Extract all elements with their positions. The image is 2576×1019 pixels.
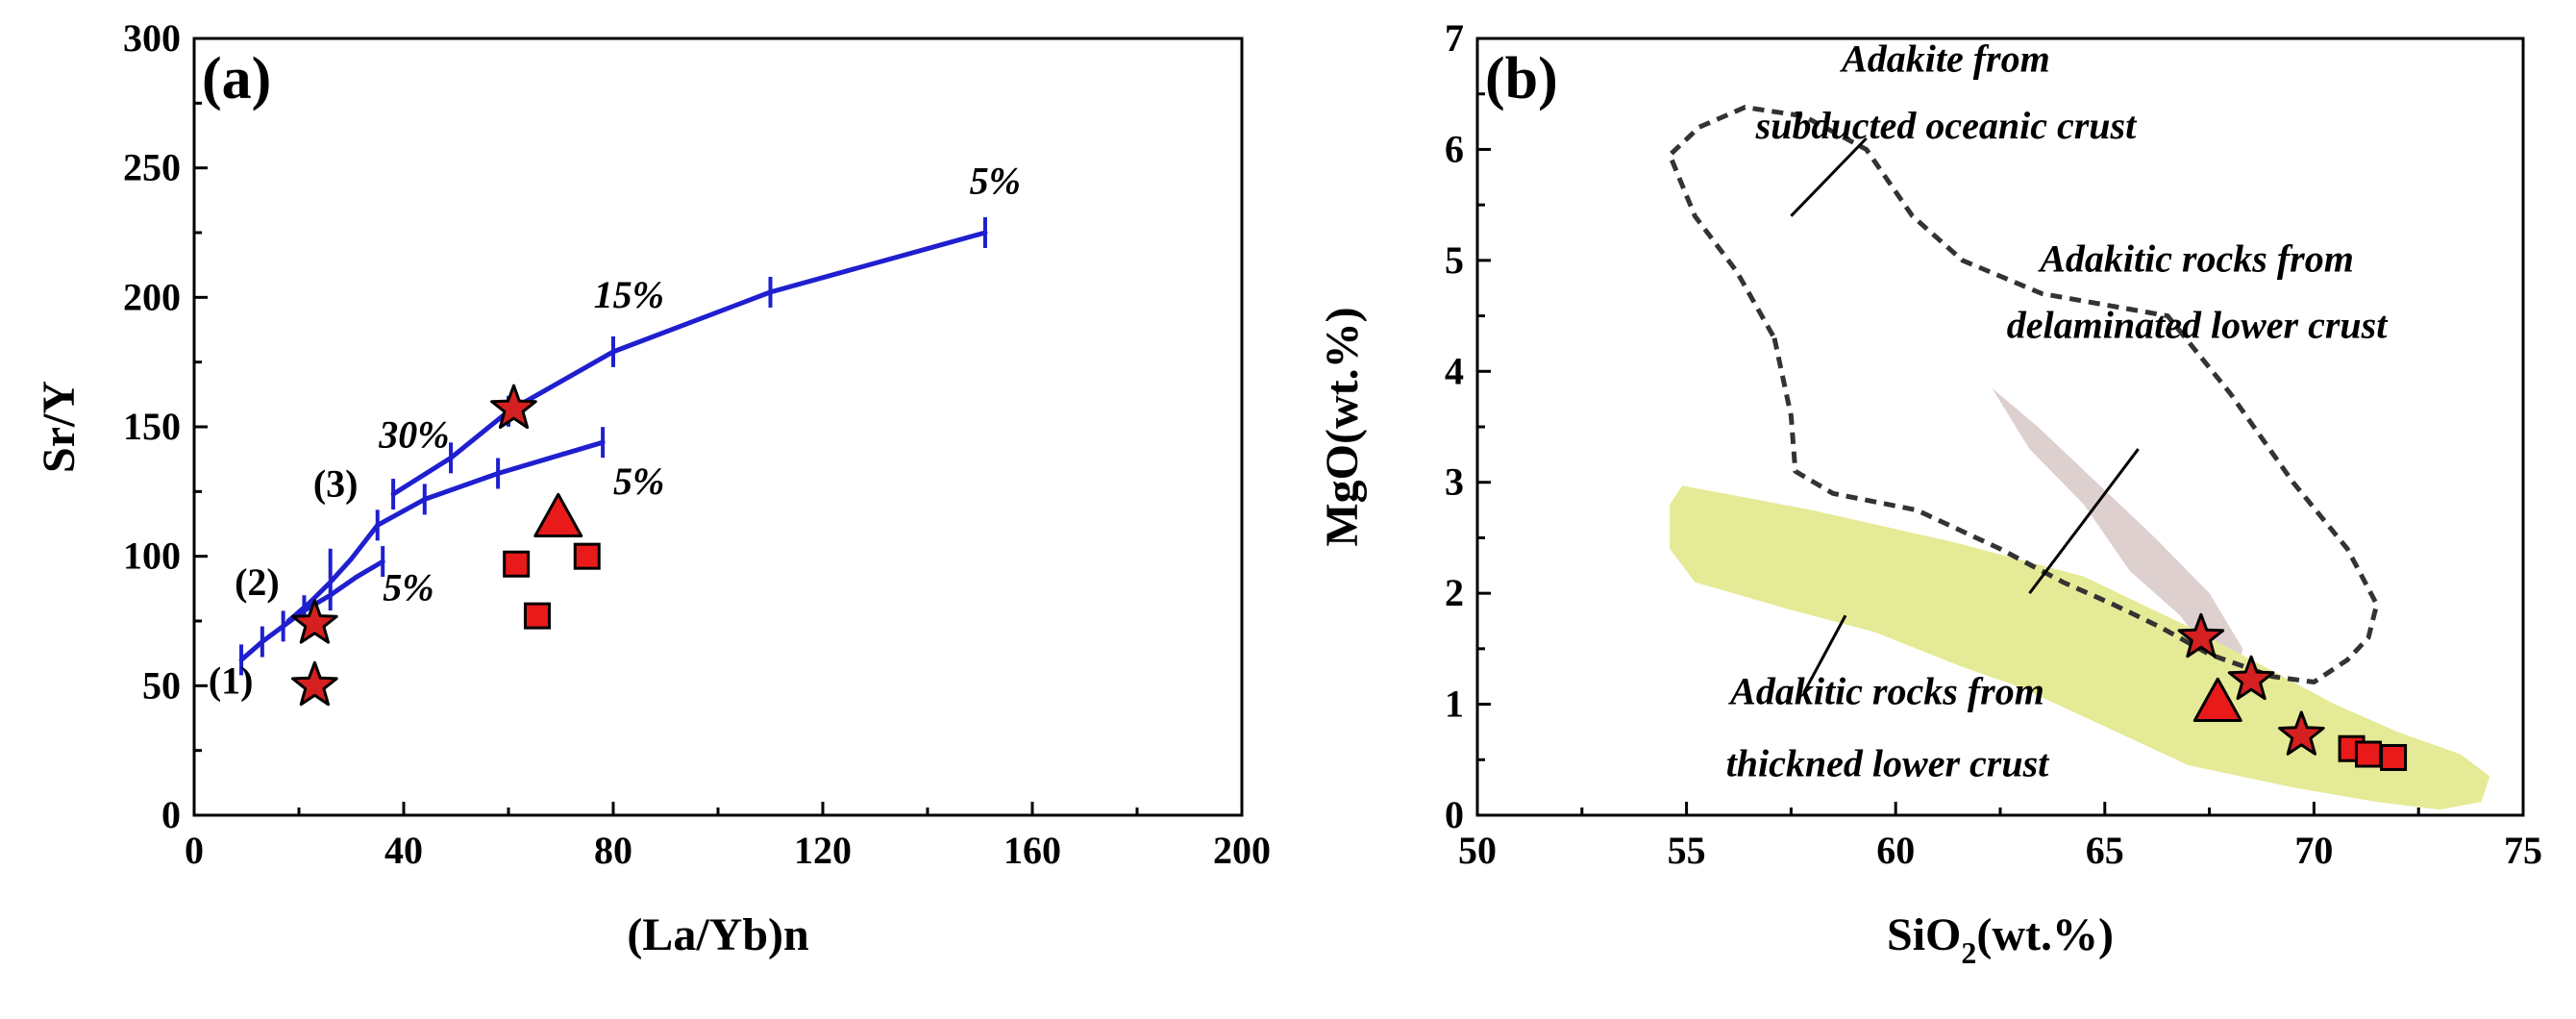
x-axis-title-main: SiO	[1887, 909, 1961, 960]
melting-curve	[390, 230, 988, 497]
y-tick-label: 1	[1445, 683, 1464, 726]
region-label: thickned lower crust	[1726, 742, 2050, 785]
star-marker	[2278, 710, 2325, 756]
y-tick-label: 3	[1445, 460, 1464, 504]
star-marker	[2227, 655, 2275, 701]
region-outline	[1667, 105, 2380, 684]
star-marker	[291, 660, 338, 707]
x-tick-label: 120	[794, 829, 852, 872]
y-tick-label: 50	[142, 663, 181, 707]
x-tick-label: 55	[1668, 829, 1706, 872]
x-tick-label: 50	[1458, 829, 1497, 872]
curve-end-label: 5%	[970, 160, 1021, 203]
y-tick-label: 100	[123, 534, 181, 578]
curve-end-label: 5%	[613, 460, 664, 503]
x-axis-title-tail: (wt.%)	[1976, 909, 2114, 960]
square-marker	[2380, 743, 2408, 771]
x-tick-label: 160	[1003, 829, 1061, 872]
panel-label: (b)	[1485, 46, 1558, 112]
x-tick-label: 200	[1213, 829, 1271, 872]
region-label: Adakitic rocks from	[1727, 670, 2044, 713]
square-marker	[2354, 740, 2382, 768]
star-marker	[2177, 612, 2225, 659]
panel-b-chart: Adakite from subducted oceanic crust Adaki…	[1317, 16, 2542, 970]
curve-label: (1)	[209, 659, 254, 702]
region-label: Adakite from	[1839, 37, 2050, 81]
x-axis-title-sub: 2	[1961, 935, 1976, 970]
star-marker	[291, 599, 338, 644]
y-tick-label: 6	[1445, 127, 1464, 170]
y-tick-label: 200	[123, 275, 181, 318]
leader-line	[2028, 448, 2140, 595]
star-marker	[490, 384, 537, 430]
leader-line	[1802, 614, 1847, 694]
y-axis-title: Sr/Y	[34, 381, 85, 473]
triangle-marker	[2192, 677, 2242, 722]
square-marker	[573, 542, 601, 570]
curve-end-label: 5%	[383, 565, 433, 609]
region-area	[1992, 387, 2243, 683]
y-tick-label: 150	[123, 405, 181, 448]
x-tick-label: 65	[2086, 829, 2124, 872]
x-tick-label: 80	[594, 829, 632, 872]
x-axis-title: SiO2(wt.%)	[1887, 909, 2114, 970]
region-label: subducted oceanic crust	[1755, 104, 2138, 147]
x-axis-title: (La/Yb)n	[627, 909, 808, 960]
x-tick-label: 40	[384, 829, 423, 872]
melting-annotation: 15%	[594, 273, 664, 316]
x-tick-label: 60	[1876, 829, 1915, 872]
panel-label: (a)	[202, 46, 271, 112]
y-tick-label: 5	[1445, 238, 1464, 282]
panel-a-chart: 0 40 80 120 160 200 0 50 100 150 200 250 300 (a) Sr/Y (…	[34, 16, 1271, 960]
leader-line	[1790, 137, 1868, 217]
curve-label: (3)	[313, 462, 359, 506]
y-tick-label: 300	[123, 16, 181, 60]
x-tick-label: 0	[185, 829, 204, 872]
x-tick-label: 70	[2294, 829, 2333, 872]
square-marker	[523, 602, 551, 630]
y-tick-label: 4	[1445, 349, 1464, 392]
y-tick-label: 250	[123, 146, 181, 189]
y-tick-label: 0	[1445, 793, 1464, 836]
y-tick-label: 0	[161, 793, 181, 836]
region-label: delaminated lower crust	[2007, 304, 2389, 347]
y-tick-label: 2	[1445, 571, 1464, 614]
x-tick-label: 75	[2504, 829, 2542, 872]
plot-frame	[192, 37, 1244, 817]
triangle-marker	[533, 492, 583, 537]
region-label: Adakitic rocks from	[2037, 236, 2354, 280]
y-axis-title: MgO(wt.%)	[1317, 307, 1368, 546]
y-tick-label: 7	[1445, 16, 1464, 60]
curve-label: (2)	[235, 560, 280, 604]
square-marker	[503, 550, 531, 578]
melting-annotation: 30%	[378, 413, 449, 457]
